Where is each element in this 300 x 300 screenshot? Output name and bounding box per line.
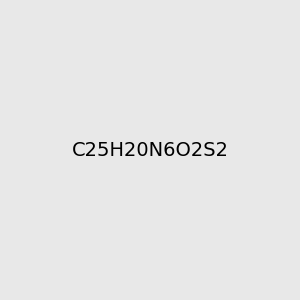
Text: C25H20N6O2S2: C25H20N6O2S2 [71,140,229,160]
